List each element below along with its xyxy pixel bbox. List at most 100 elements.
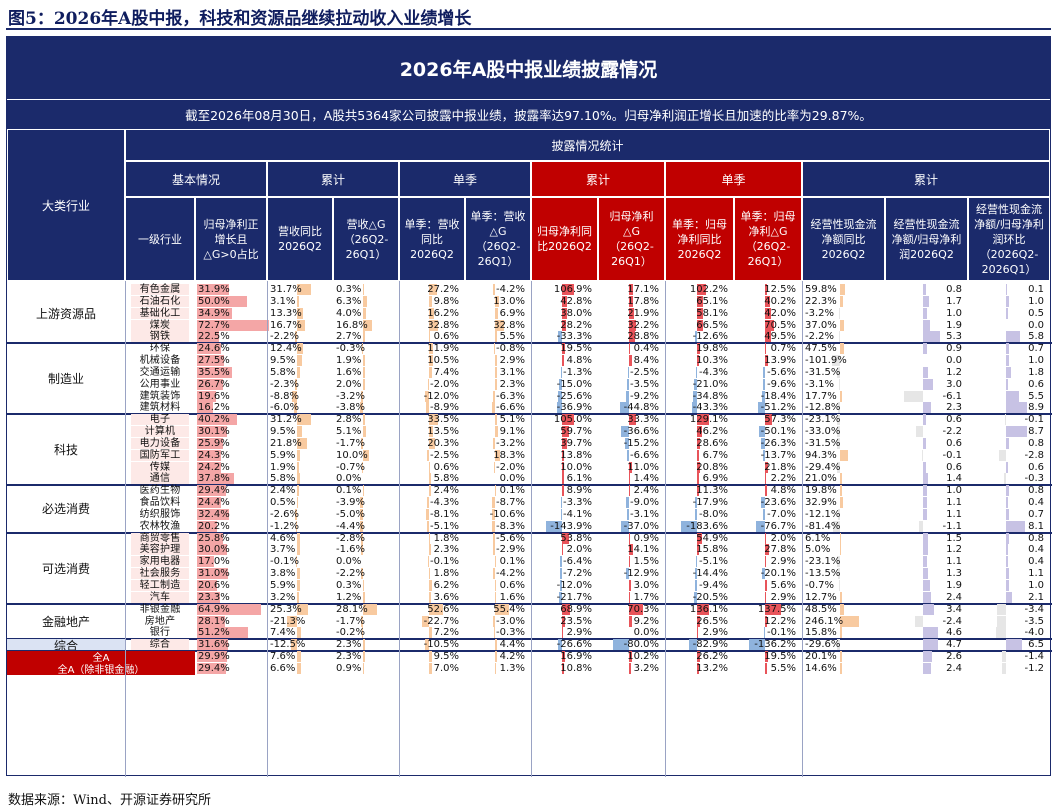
industry-name: 纺织服饰 xyxy=(139,508,181,520)
value-label: 8.7 xyxy=(1028,426,1044,438)
value-bar xyxy=(838,378,840,390)
table-cell: 64.9% xyxy=(195,603,267,615)
value-label: 5.6% xyxy=(770,580,796,591)
total-label: 全A（除非银金融） xyxy=(7,662,195,675)
value-bar xyxy=(923,366,928,378)
column-header-11: 经营性现金流净额同比2026Q2 xyxy=(802,197,885,281)
value-label: 20.1% xyxy=(805,651,837,663)
table-cell: 12.5% xyxy=(734,284,802,295)
table-cell: 5.8% xyxy=(399,473,465,485)
table-cell: 1.0 xyxy=(885,307,968,319)
table-cell: -0.3 xyxy=(968,473,1050,485)
value-label: 4.6% xyxy=(270,532,296,544)
industry-name: 家用电器 xyxy=(131,556,189,568)
value-label: -5.6% xyxy=(766,366,796,378)
value-label: 3.7% xyxy=(270,544,296,556)
value-label: 1.0 xyxy=(1028,295,1044,307)
value-label: 32.9% xyxy=(805,497,837,509)
value-bar xyxy=(629,343,631,355)
value-bar xyxy=(613,639,629,651)
column-divider xyxy=(399,281,400,777)
value-bar xyxy=(297,532,300,544)
value-bar xyxy=(363,307,366,319)
table-cell: -3.8% xyxy=(333,402,399,414)
value-label: 0.4% xyxy=(633,343,659,355)
value-label: 6.2% xyxy=(433,580,459,591)
value-bar xyxy=(1006,556,1008,568)
value-bar xyxy=(559,580,562,591)
table-cell: -2.5% xyxy=(598,366,665,378)
value-label: 22.3% xyxy=(805,295,837,307)
table-cell: 6.5 xyxy=(968,639,1050,651)
value-label: 1.9% xyxy=(270,461,296,473)
table-cell: 9.2% xyxy=(598,615,665,627)
value-label: -2.8% xyxy=(336,532,366,544)
table-cell: 1.3% xyxy=(465,662,531,674)
value-bar xyxy=(197,414,237,426)
industry-name: 房地产 xyxy=(144,615,176,627)
value-bar xyxy=(697,426,702,438)
value-bar xyxy=(197,284,229,295)
value-label: -13.7% xyxy=(760,449,796,461)
table-cell: 0.5 xyxy=(968,307,1050,319)
value-label: 0.1% xyxy=(336,485,362,497)
table-cell: 0.3% xyxy=(333,284,399,295)
value-bar xyxy=(697,437,701,449)
table-cell: 6.3% xyxy=(333,295,399,307)
value-bar xyxy=(560,568,562,580)
value-label: -36.6% xyxy=(623,426,659,438)
value-bar xyxy=(562,295,568,307)
value-label: 13.3% xyxy=(270,307,302,319)
value-label: 7.2% xyxy=(433,627,459,639)
table-cell: -80.0% xyxy=(598,639,665,651)
value-bar xyxy=(297,295,300,307)
value-label: 5.5 xyxy=(1028,390,1044,402)
value-label: 37.8% xyxy=(198,473,230,485)
value-bar xyxy=(429,627,432,639)
table-cell: 1.2 xyxy=(885,366,968,378)
table-cell: 55.4% xyxy=(465,603,531,615)
value-bar xyxy=(197,402,214,414)
table-cell: -0.1% xyxy=(399,556,465,568)
value-label: -3.1% xyxy=(629,508,659,520)
value-label: 2.3 xyxy=(946,402,962,414)
value-label: -8.9% xyxy=(429,402,459,414)
value-label: -9.4% xyxy=(698,580,728,591)
value-bar xyxy=(695,366,697,378)
value-bar xyxy=(1006,426,1027,438)
value-bar xyxy=(558,390,562,402)
table-cell: 32.8% xyxy=(465,319,531,331)
table-cell: 5.1% xyxy=(465,414,531,426)
value-label: -43.3% xyxy=(692,402,728,414)
value-bar xyxy=(629,556,631,568)
value-label: 50.0% xyxy=(198,295,230,307)
value-bar xyxy=(297,627,302,639)
value-label: 0.0% xyxy=(336,556,362,568)
category-label: 金融地产 xyxy=(41,614,90,629)
value-label: -0.1% xyxy=(270,556,300,568)
value-bar xyxy=(697,627,699,639)
value-bar xyxy=(429,355,433,367)
value-bar xyxy=(923,532,929,544)
column-header-8: 归母净利△G（26Q2-26Q1） xyxy=(598,197,665,281)
value-bar xyxy=(840,591,842,603)
table-cell: 25.8% xyxy=(195,532,267,544)
industry-name: 机械设备 xyxy=(139,355,181,367)
table-cell: 1.3 xyxy=(885,568,968,580)
value-bar xyxy=(425,508,429,520)
value-label: -4.3% xyxy=(429,497,459,509)
value-label: -6.6% xyxy=(629,449,659,461)
value-bar xyxy=(560,366,562,378)
column-divider xyxy=(665,281,666,777)
value-bar xyxy=(765,662,767,674)
table-cell: -37.0% xyxy=(598,520,665,532)
table-cell: 3.1% xyxy=(465,366,531,378)
value-label: 51.2% xyxy=(198,627,230,639)
value-bar xyxy=(557,402,562,414)
value-bar xyxy=(765,284,768,295)
table-cell: 136.1% xyxy=(665,603,734,615)
table-cell: 4.7 xyxy=(885,639,968,651)
table-cell: 8.7 xyxy=(968,426,1050,438)
value-label: 0.0 xyxy=(1028,319,1044,331)
group-separator xyxy=(7,650,1052,653)
